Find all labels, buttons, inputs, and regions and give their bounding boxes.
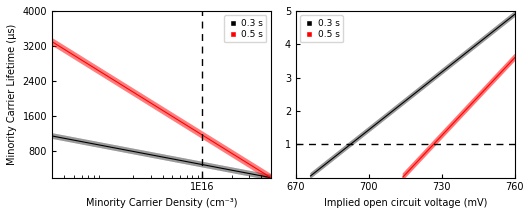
X-axis label: Minority Carrier Density (cm⁻³): Minority Carrier Density (cm⁻³) [85,198,237,208]
Legend: 0.3 s, 0.5 s: 0.3 s, 0.5 s [301,15,343,43]
Legend: 0.3 s, 0.5 s: 0.3 s, 0.5 s [224,15,267,43]
X-axis label: Implied open circuit voltage (mV): Implied open circuit voltage (mV) [324,198,487,208]
Y-axis label: Minority Carrier Lifetime (μs): Minority Carrier Lifetime (μs) [7,24,17,165]
